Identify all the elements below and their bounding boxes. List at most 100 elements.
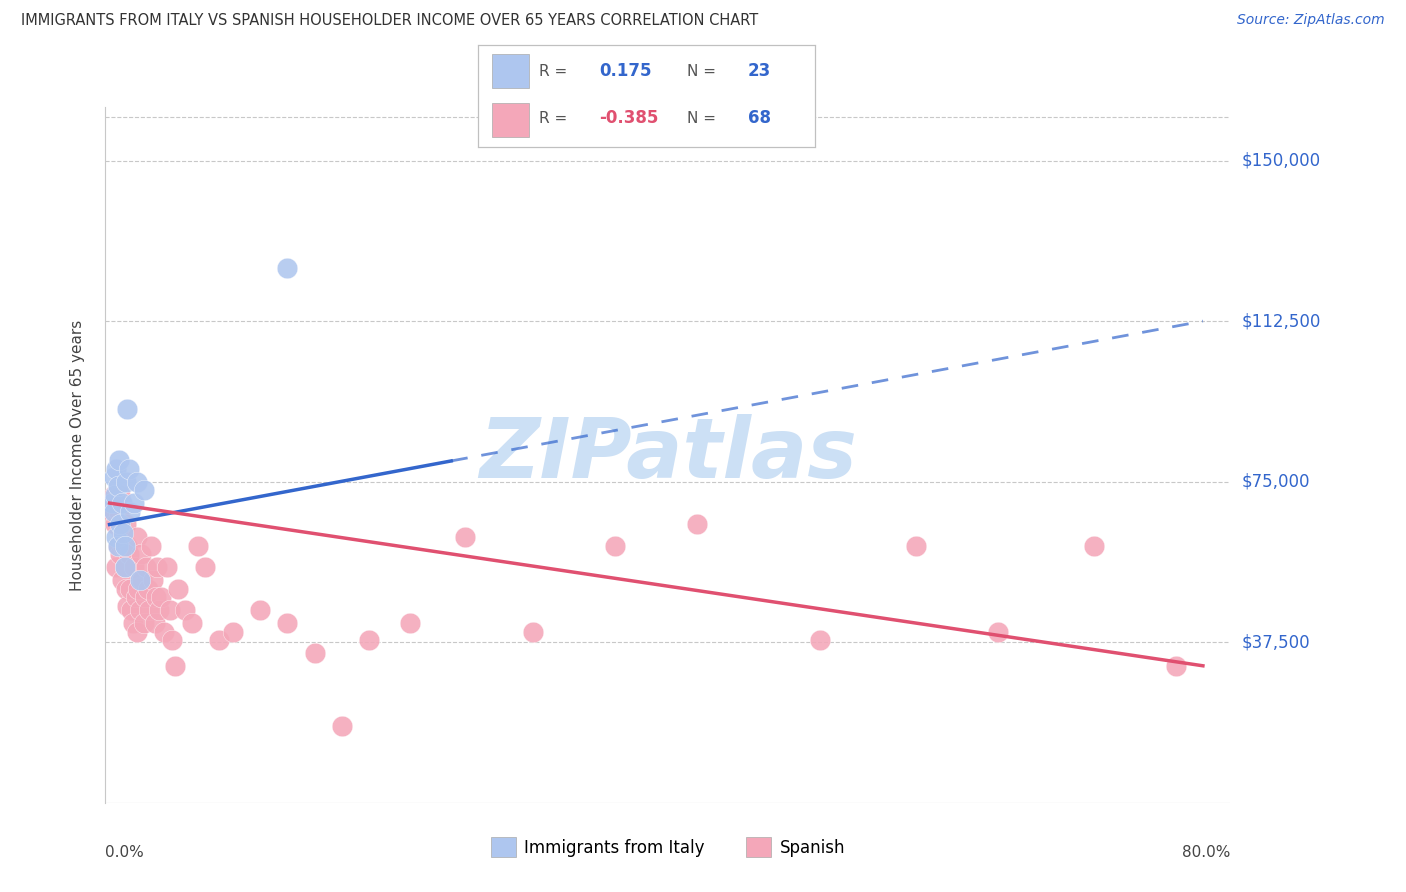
- Point: [111, 573, 134, 587]
- Point: [156, 560, 179, 574]
- Point: [101, 505, 124, 519]
- Point: [125, 624, 148, 639]
- Point: [159, 603, 181, 617]
- Point: [304, 646, 326, 660]
- Text: $112,500: $112,500: [1241, 312, 1320, 330]
- Point: [117, 401, 139, 416]
- Point: [114, 560, 136, 574]
- Point: [118, 505, 141, 519]
- Text: 0.175: 0.175: [599, 62, 652, 80]
- Point: [165, 658, 187, 673]
- Point: [180, 615, 202, 630]
- Point: [143, 615, 166, 630]
- Point: [107, 479, 129, 493]
- Text: Source: ZipAtlas.com: Source: ZipAtlas.com: [1237, 13, 1385, 28]
- Point: [139, 539, 162, 553]
- Point: [132, 483, 155, 498]
- Point: [108, 505, 131, 519]
- Point: [145, 591, 167, 605]
- Text: $75,000: $75,000: [1241, 473, 1310, 491]
- Point: [122, 560, 145, 574]
- Point: [117, 539, 139, 553]
- Point: [1083, 539, 1105, 553]
- Point: [276, 260, 298, 275]
- Text: 68: 68: [748, 110, 770, 128]
- Point: [136, 582, 159, 596]
- Point: [148, 603, 170, 617]
- Text: R =: R =: [538, 63, 567, 78]
- Point: [187, 539, 209, 553]
- Point: [112, 539, 135, 553]
- Point: [114, 560, 136, 574]
- FancyBboxPatch shape: [492, 54, 529, 87]
- Point: [110, 517, 132, 532]
- Point: [125, 475, 148, 489]
- Point: [987, 624, 1010, 639]
- Point: [118, 582, 141, 596]
- Point: [111, 526, 134, 541]
- Point: [120, 603, 142, 617]
- Point: [111, 496, 134, 510]
- Point: [134, 591, 156, 605]
- Point: [115, 517, 138, 532]
- Text: IMMIGRANTS FROM ITALY VS SPANISH HOUSEHOLDER INCOME OVER 65 YEARS CORRELATION CH: IMMIGRANTS FROM ITALY VS SPANISH HOUSEHO…: [21, 13, 758, 29]
- Text: ZIPatlas: ZIPatlas: [479, 415, 856, 495]
- Point: [173, 603, 195, 617]
- Point: [330, 719, 353, 733]
- Point: [167, 582, 190, 596]
- Point: [107, 539, 129, 553]
- Point: [276, 615, 298, 630]
- Point: [399, 615, 422, 630]
- FancyBboxPatch shape: [492, 103, 529, 137]
- Point: [129, 548, 152, 562]
- Text: 80.0%: 80.0%: [1182, 845, 1230, 860]
- Point: [808, 633, 831, 648]
- Point: [146, 560, 169, 574]
- Point: [103, 505, 125, 519]
- Point: [131, 573, 153, 587]
- Point: [454, 530, 477, 544]
- Point: [114, 539, 136, 553]
- Text: $37,500: $37,500: [1241, 633, 1310, 651]
- Point: [142, 573, 165, 587]
- Point: [904, 539, 927, 553]
- Point: [153, 624, 176, 639]
- Legend: Immigrants from Italy, Spanish: Immigrants from Italy, Spanish: [484, 830, 852, 864]
- Text: 0.0%: 0.0%: [105, 845, 145, 860]
- Point: [105, 530, 128, 544]
- Text: N =: N =: [688, 111, 716, 126]
- Point: [127, 582, 149, 596]
- Point: [110, 548, 132, 562]
- Point: [208, 633, 231, 648]
- Point: [105, 496, 128, 510]
- Point: [1164, 658, 1187, 673]
- Point: [132, 615, 155, 630]
- Point: [138, 603, 160, 617]
- Text: 23: 23: [748, 62, 772, 80]
- Point: [128, 603, 150, 617]
- Point: [128, 573, 150, 587]
- Point: [115, 582, 138, 596]
- Text: -0.385: -0.385: [599, 110, 659, 128]
- Point: [108, 453, 131, 467]
- Point: [112, 526, 135, 541]
- Point: [249, 603, 271, 617]
- Y-axis label: Householder Income Over 65 years: Householder Income Over 65 years: [70, 319, 84, 591]
- Point: [121, 615, 143, 630]
- Point: [104, 517, 127, 532]
- Point: [686, 517, 709, 532]
- Point: [110, 487, 132, 501]
- Point: [522, 624, 544, 639]
- Point: [101, 496, 124, 510]
- Point: [105, 560, 128, 574]
- Point: [118, 462, 141, 476]
- Point: [103, 487, 125, 501]
- Point: [107, 539, 129, 553]
- Point: [359, 633, 381, 648]
- Text: R =: R =: [538, 111, 567, 126]
- Point: [104, 487, 127, 501]
- Text: N =: N =: [688, 63, 716, 78]
- Point: [124, 591, 146, 605]
- Point: [605, 539, 627, 553]
- Point: [122, 496, 145, 510]
